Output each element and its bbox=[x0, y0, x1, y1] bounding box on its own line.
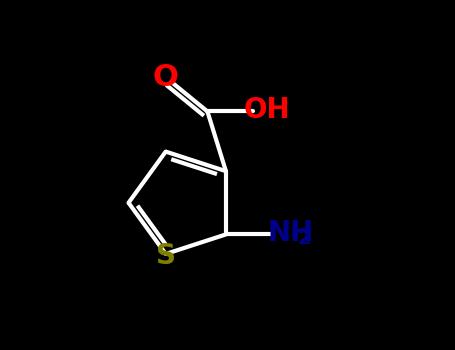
Text: O: O bbox=[153, 63, 178, 92]
Text: S: S bbox=[156, 242, 176, 270]
Text: NH: NH bbox=[267, 219, 313, 247]
Text: OH: OH bbox=[244, 96, 290, 124]
Text: 2: 2 bbox=[298, 229, 312, 248]
